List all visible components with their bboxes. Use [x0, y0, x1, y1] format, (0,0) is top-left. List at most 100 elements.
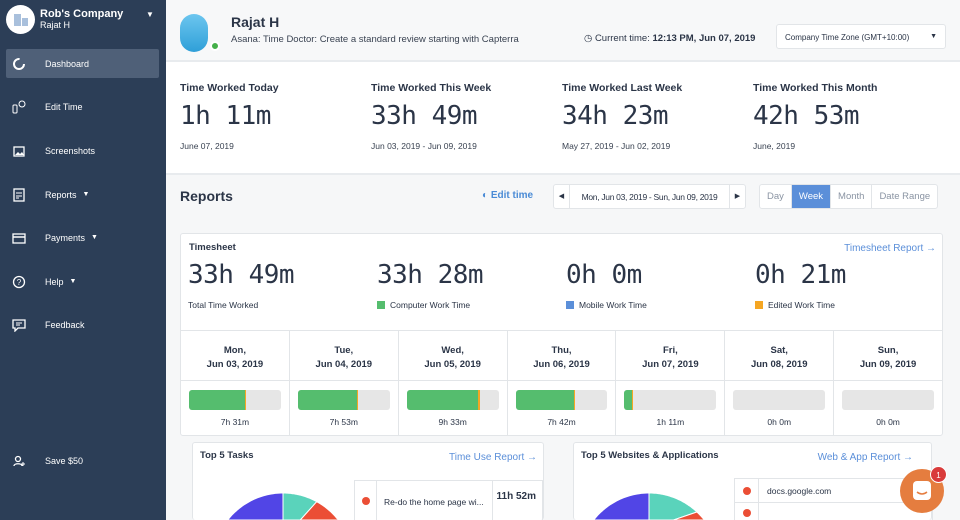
donut-slice[interactable]	[585, 492, 650, 520]
stat-label: Time Worked This Month	[753, 82, 878, 94]
timesheet-title: Timesheet	[189, 242, 236, 253]
total-value: 0h 0m	[566, 260, 642, 290]
top-websites-title: Top 5 Websites & Applications	[581, 450, 719, 461]
task-time: 11h 52m	[496, 491, 536, 502]
date-range-picker: ◀ Mon, Jun 03, 2019 - Sun, Jun 09, 2019 …	[553, 184, 746, 209]
stat-card: Time Worked This Week 33h 49m Jun 03, 2019…	[371, 82, 491, 151]
web-app-report-link[interactable]: Web & App Report →	[817, 452, 913, 463]
day-date: Jun 03, 2019	[206, 359, 264, 370]
computer-time-fill	[406, 390, 479, 410]
sidebar-item-edit-time[interactable]: Edit Time	[6, 92, 159, 121]
company-name: Rob's Company	[40, 8, 124, 20]
website-row[interactable]	[734, 502, 933, 520]
company-switcher[interactable]: Rob's Company Rajat H	[6, 5, 123, 34]
chat-launcher-button[interactable]	[900, 469, 944, 513]
sidebar-item-screenshots[interactable]: Screenshots	[6, 136, 159, 165]
chat-notification-badge: 1	[930, 466, 947, 483]
day-name: Wed,	[441, 345, 464, 356]
stat-date: June 07, 2019	[180, 141, 234, 151]
sidebar-item-help[interactable]: ? Help ▼	[6, 267, 159, 296]
task-row[interactable]: Re-do the home page wi... 11h 52m	[354, 480, 543, 520]
timesheet-total: 33h 49m Total Time Worked	[188, 260, 295, 310]
reports-icon	[12, 187, 26, 202]
user-header: Rajat H Asana: Time Doctor: Create a sta…	[166, 0, 960, 62]
stat-label: Time Worked Today	[180, 82, 279, 94]
chat-icon	[913, 481, 931, 500]
chevron-down-icon[interactable]: ▼	[146, 10, 154, 19]
day-date: Jun 07, 2019	[642, 359, 699, 370]
top-websites-donut	[579, 492, 719, 520]
legend-swatch	[755, 301, 763, 309]
legend-swatch	[566, 301, 574, 309]
day-name: Tue,	[334, 345, 354, 356]
day-column[interactable]: Thu, Jun 06, 2019 7h 42m	[507, 331, 617, 436]
date-range-value[interactable]: Mon, Jun 03, 2019 - Sun, Jun 09, 2019	[581, 191, 718, 202]
sidebar: Rob's Company Rajat H ▼ Dashboard Edit Tim…	[0, 0, 166, 520]
donut-slice[interactable]	[282, 492, 318, 520]
total-label: Total Time Worked	[188, 300, 259, 310]
website-name: docs.google.com	[759, 479, 905, 502]
day-column[interactable]: Sun, Jun 09, 2019 0h 0m	[834, 331, 943, 436]
current-time-value: 12:13 PM, Jun 07, 2019	[652, 33, 756, 44]
chevron-down-icon: ▼	[930, 33, 937, 40]
stat-label: Time Worked This Week	[371, 82, 492, 94]
time-use-report-link[interactable]: Time Use Report →	[449, 452, 537, 463]
next-week-button[interactable]: ▶	[729, 185, 745, 208]
edited-time-fill	[631, 390, 634, 410]
stat-card: Time Worked This Month 42h 53m June, 2019	[753, 82, 877, 151]
time-stats: Time Worked Today 1h 11m June 07, 2019 Time…	[166, 62, 960, 175]
day-column[interactable]: Sat, Jun 08, 2019 0h 0m	[725, 331, 835, 436]
stat-date: May 27, 2019 - Jun 02, 2019	[562, 141, 671, 151]
day-total: 0h 0m	[767, 417, 792, 427]
website-color-dot	[742, 509, 751, 517]
edited-time-fill	[245, 390, 247, 410]
save-50-button[interactable]: Save $50	[6, 446, 159, 475]
timesheet-report-link[interactable]: Timesheet Report →	[844, 243, 936, 254]
sidebar-item-dashboard[interactable]: Dashboard	[6, 49, 159, 78]
sidebar-item-feedback[interactable]: Feedback	[6, 310, 159, 339]
day-column[interactable]: Wed, Jun 05, 2019 9h 33m	[398, 331, 508, 436]
day-total: 7h 42m	[547, 417, 576, 427]
computer-time-fill	[515, 390, 575, 410]
donut-slice[interactable]	[299, 501, 353, 520]
day-date: Jun 09, 2019	[859, 359, 917, 370]
donut-slice[interactable]	[219, 492, 284, 520]
screenshots-icon	[12, 144, 26, 158]
computer-time-fill	[189, 390, 246, 410]
user-name: Rajat H	[231, 14, 280, 30]
current-user: Rajat H	[40, 20, 71, 30]
day-progress-bar	[297, 390, 390, 410]
day-name: Fri,	[662, 345, 678, 356]
avatar	[180, 14, 208, 52]
computer-time-fill	[624, 390, 632, 410]
reports-title: Reports	[180, 188, 233, 204]
stat-value: 33h 49m	[371, 101, 478, 131]
period-month[interactable]: Month	[831, 185, 873, 208]
timezone-select[interactable]: Company Time Zone (GMT+10:00) ▼	[776, 24, 946, 49]
donut-slice[interactable]	[648, 492, 698, 520]
current-task: Asana: Time Doctor: Create a standard re…	[231, 34, 519, 45]
donut-slice[interactable]	[673, 511, 719, 520]
timesheet-total: 33h 28m Computer Work Time	[377, 260, 484, 310]
stat-label: Time Worked Last Week	[562, 82, 683, 94]
day-columns: Mon, Jun 03, 2019 7h 31m Tue, Jun 04, 2019 7h…	[181, 330, 943, 436]
period-week[interactable]: Week	[791, 185, 832, 208]
total-label: Edited Work Time	[768, 300, 835, 310]
prev-week-button[interactable]: ◀	[554, 185, 570, 208]
sidebar-item-reports[interactable]: Reports ▼	[6, 180, 159, 209]
day-progress-bar	[189, 390, 281, 410]
day-name: Sat,	[770, 345, 788, 356]
timesheet-total: 0h 0m Mobile Work Time	[566, 260, 647, 310]
edited-time-fill	[478, 390, 481, 410]
edit-time-link[interactable]: ◐ Edit time	[482, 190, 533, 201]
day-column[interactable]: Mon, Jun 03, 2019 7h 31m	[181, 331, 290, 436]
day-column[interactable]: Tue, Jun 04, 2019 7h 53m	[289, 331, 399, 436]
sidebar-item-payments[interactable]: Payments ▼	[6, 223, 159, 252]
sidebar-item-label: Reports	[45, 189, 77, 200]
day-progress-bar	[624, 390, 717, 410]
top-tasks-donut	[213, 492, 353, 520]
day-column[interactable]: Fri, Jun 07, 2019 1h 11m	[616, 331, 726, 436]
period-day[interactable]: Day	[760, 185, 792, 208]
chevron-down-icon: ▼	[91, 234, 98, 241]
period-date-range[interactable]: Date Range	[879, 191, 931, 202]
